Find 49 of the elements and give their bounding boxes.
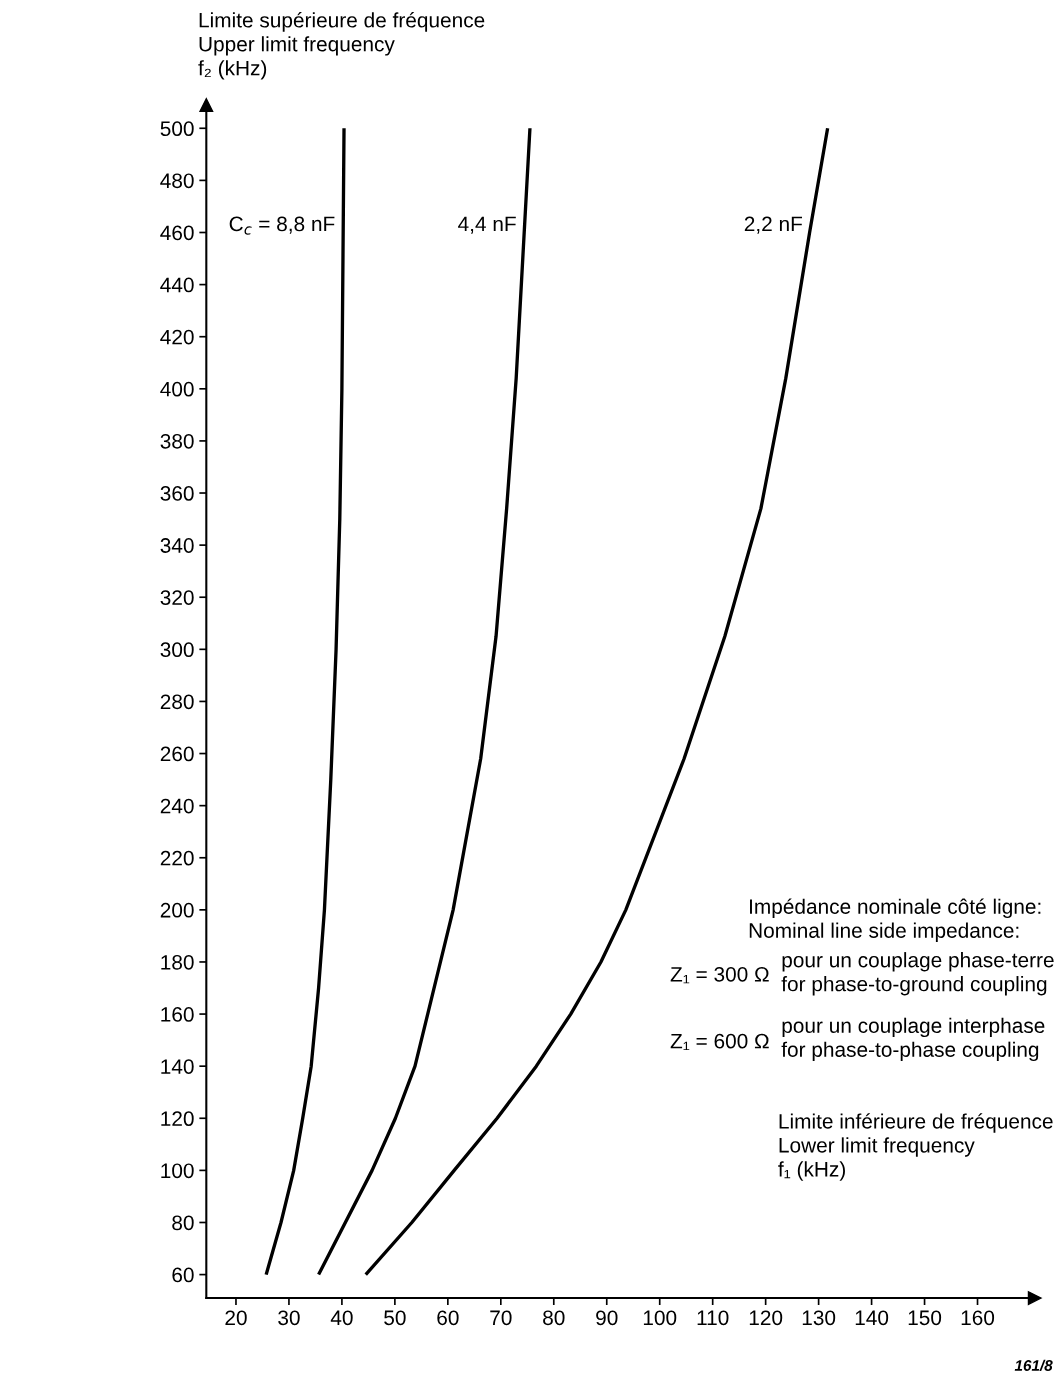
text: 161/8	[1014, 1359, 1053, 1372]
y-tick-label: 360	[160, 486, 194, 501]
y-tick-label: 240	[160, 798, 194, 814]
y-tick-label: 320	[160, 590, 194, 605]
x-tick-label: 60	[437, 1310, 459, 1326]
x-tick-label: 140	[855, 1310, 889, 1326]
x-tick-label: 150	[908, 1310, 942, 1326]
annotation: pour un couplage interphase for phase-to-phase coupling	[781, 1017, 1045, 1062]
y-tick-label: 500	[160, 121, 194, 137]
x-tick-label: 160	[961, 1310, 995, 1326]
y-tick-label: 140	[161, 1059, 194, 1074]
annotation: Z₁ = 600 Ω	[670, 1033, 769, 1051]
y-tick-label: 260	[160, 746, 194, 762]
series-label: 4,4 nF	[458, 216, 516, 234]
series-label: C$_{c}$ = 8,8 nF	[229, 216, 335, 235]
annotation: Impédance nominale côté ligne: Nominal line side impedance:	[749, 898, 1041, 943]
annotation: pour un couplage phase-terre for phase-to-ground coupling	[781, 952, 1054, 996]
x-tick-label: 130	[802, 1310, 836, 1326]
y-tick-label: 120	[161, 1111, 194, 1127]
y-tick-label: 60	[172, 1267, 194, 1283]
y-tick-label: 480	[160, 173, 194, 189]
y-tick-label: 460	[160, 225, 194, 241]
x-tick-label: 20	[225, 1310, 247, 1326]
y-tick-label: 180	[161, 954, 194, 970]
x-tick-label: 100	[643, 1310, 677, 1326]
y-tick-label: 380	[160, 433, 194, 449]
annotation: Z₁ = 300 Ω	[670, 966, 769, 984]
y-tick-label: 340	[160, 538, 194, 553]
y-tick-label: 220	[160, 850, 194, 866]
y-tick-label: 200	[160, 902, 194, 918]
y-axis-title: Limite supérieure de fréquence Upper limit frequency f₂ (kHz)	[198, 12, 485, 80]
y-tick-label: 300	[160, 642, 194, 658]
x-tick-label: 90	[596, 1310, 618, 1326]
y-tick-label: 160	[161, 1007, 194, 1022]
x-tick-label: 40	[330, 1310, 353, 1326]
x-tick-label: 50	[384, 1310, 406, 1326]
x-tick-label: 120	[749, 1310, 783, 1326]
y-tick-label: 400	[160, 381, 194, 397]
y-tick-label: 100	[161, 1163, 194, 1179]
y-tick-label: 420	[160, 329, 194, 345]
series-label: 2,2 nF	[744, 216, 803, 234]
x-axis-title: Limite inférieure de fréquence Lower limit frequency f₁ (kHz)	[778, 1113, 1053, 1181]
x-tick-label: 70	[490, 1310, 512, 1326]
y-tick-label: 440	[160, 277, 194, 293]
x-tick-label: 30	[278, 1310, 300, 1326]
x-tick-label: 110	[697, 1310, 729, 1326]
x-tick-label: 80	[543, 1310, 565, 1326]
y-tick-label: 80	[172, 1215, 194, 1231]
y-tick-label: 280	[160, 694, 194, 710]
